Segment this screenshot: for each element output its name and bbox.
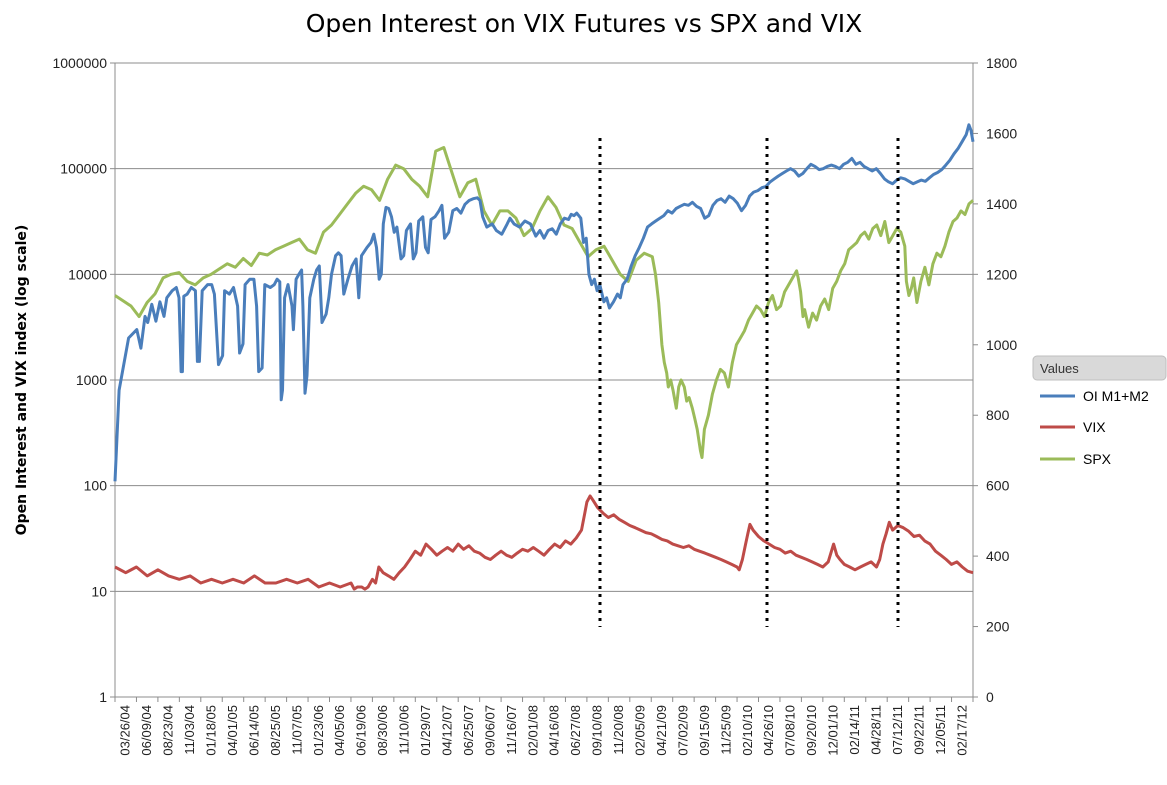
y-axis-label: Open Interest and VIX index (log scale)	[14, 225, 30, 536]
x-tick-label: 04/21/09	[654, 705, 669, 756]
x-tick-label: 03/26/04	[118, 705, 133, 756]
legend-header[interactable]	[1032, 355, 1167, 381]
right-tick-label: 1200	[986, 266, 1017, 282]
right-tick-label: 0	[986, 689, 994, 705]
right-tick-label: 1400	[986, 196, 1017, 212]
x-tick-label: 12/05/11	[933, 705, 948, 755]
x-tick-label: 12/01/10	[826, 705, 841, 756]
left-tick-label: 100000	[60, 161, 107, 177]
x-tick-label: 06/27/08	[568, 705, 583, 756]
x-tick-label: 01/18/05	[204, 705, 219, 756]
x-tick-label: 04/01/05	[225, 705, 240, 756]
right-tick-label: 200	[986, 619, 1010, 635]
x-tick-label: 07/02/09	[675, 705, 690, 756]
x-tick-label: 02/14/11	[847, 705, 862, 755]
right-tick-label: 400	[986, 548, 1010, 564]
x-tick-label: 06/25/07	[461, 705, 476, 756]
x-tick-label: 08/23/04	[161, 705, 176, 756]
left-axis-ticks: 1 10 100 1000 10000 100000 1000000	[52, 55, 115, 705]
legend: Values OI M1+M2 VIX SPX	[1032, 355, 1167, 467]
legend-label: SPX	[1083, 451, 1112, 467]
x-tick-label: 04/16/08	[547, 705, 562, 756]
left-tick-label: 10000	[68, 266, 107, 282]
x-tick-label: 07/12/11	[890, 705, 905, 755]
left-tick-label: 1000000	[52, 55, 107, 71]
x-tick-label: 08/25/05	[268, 705, 283, 756]
right-tick-label: 1600	[986, 125, 1017, 141]
x-tick-label: 06/19/06	[354, 705, 369, 756]
chart-title: Open Interest on VIX Futures vs SPX and …	[306, 9, 863, 38]
x-tick-label: 11/07/05	[289, 705, 304, 755]
left-tick-label: 1000	[76, 372, 107, 388]
gridlines	[115, 62, 973, 592]
x-tick-label: 02/10/10	[740, 705, 755, 756]
x-tick-label: 09/22/11	[911, 705, 926, 755]
right-tick-label: 1000	[986, 337, 1017, 353]
x-tick-label: 04/28/11	[868, 705, 883, 755]
legend-title: Values	[1040, 361, 1079, 376]
right-tick-label: 1800	[986, 55, 1017, 71]
right-tick-label: 600	[986, 478, 1010, 494]
left-tick-label: 100	[84, 478, 108, 494]
x-tick-label: 09/20/10	[804, 705, 819, 756]
x-tick-label: 06/09/04	[139, 705, 154, 756]
x-tick-label: 11/10/06	[397, 705, 412, 755]
series-line-vix	[114, 494, 974, 591]
series-lines	[113, 123, 975, 591]
x-tick-label: 02/17/12	[954, 705, 969, 756]
x-tick-label: 09/15/09	[697, 705, 712, 756]
right-axis-ticks: 0 200 400 600 800 1000 1200 1400 1600 1800	[973, 55, 1017, 705]
x-tick-label: 02/01/08	[525, 705, 540, 756]
left-tick-label: 1	[99, 689, 107, 705]
x-tick-label: 07/08/10	[783, 705, 798, 756]
annotations	[598, 138, 900, 627]
x-tick-label: 08/30/06	[375, 705, 390, 756]
x-tick-label: 11/03/04	[182, 705, 197, 755]
x-tick-label: 04/26/10	[761, 705, 776, 756]
x-tick-label: 04/12/07	[439, 705, 454, 756]
series-line-spx	[114, 146, 974, 459]
left-tick-label: 10	[91, 583, 107, 599]
x-tick-label: 09/06/07	[482, 705, 497, 756]
x-tick-label: 11/16/07	[504, 705, 519, 755]
x-axis-ticks: 03/26/04 06/09/04 08/23/04 11/03/04 01/18/05…	[114, 697, 974, 756]
right-tick-label: 800	[986, 407, 1010, 423]
x-tick-label: 04/05/06	[332, 705, 347, 756]
legend-label: OI M1+M2	[1083, 388, 1149, 404]
x-tick-label: 11/20/08	[611, 705, 626, 755]
legend-label: VIX	[1083, 419, 1106, 435]
x-tick-label: 02/05/09	[633, 705, 648, 756]
x-tick-label: 06/14/05	[246, 705, 261, 756]
series-line-oi-m1-m2	[113, 123, 975, 482]
x-tick-label: 09/10/08	[590, 705, 605, 756]
x-tick-label: 01/29/07	[418, 705, 433, 756]
x-tick-label: 11/25/09	[718, 705, 733, 755]
x-tick-label: 01/23/06	[311, 705, 326, 756]
